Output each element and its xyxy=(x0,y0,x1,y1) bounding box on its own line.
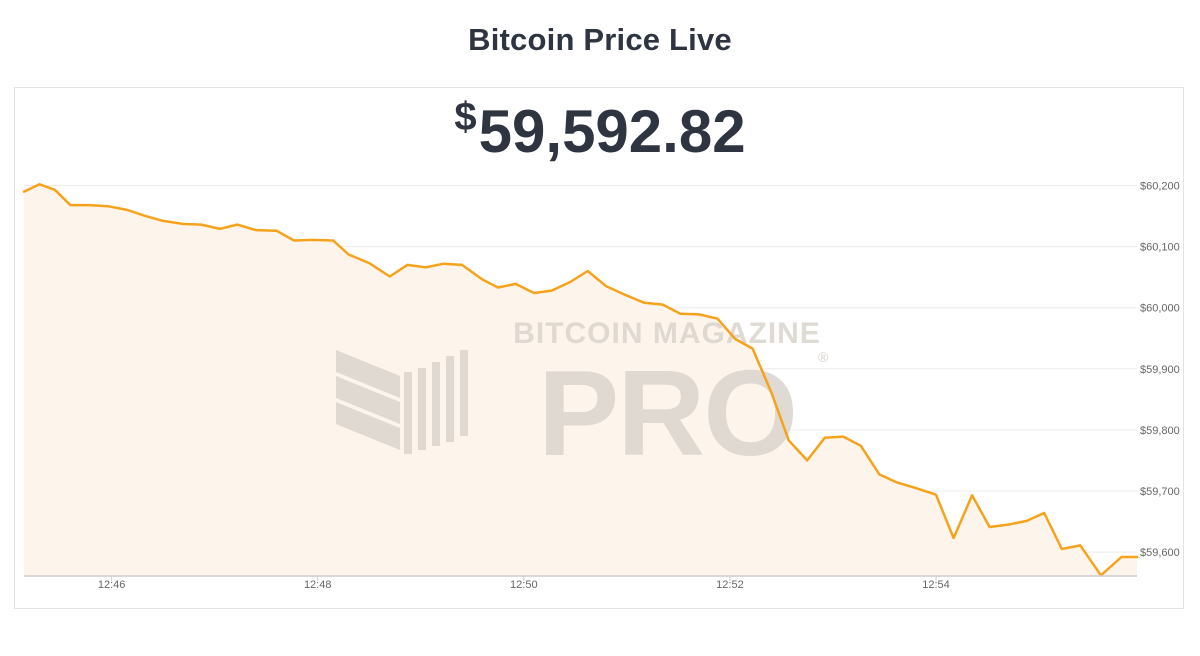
price-value: 59,592.82 xyxy=(478,98,746,165)
x-tick-label: 12:50 xyxy=(510,579,538,591)
page-title: Bitcoin Price Live xyxy=(468,22,732,57)
current-price: $59,592.82 xyxy=(0,95,1200,166)
y-tick-label: $59,600 xyxy=(1140,547,1180,559)
y-tick-label: $59,800 xyxy=(1140,425,1180,437)
watermark-logo-icon xyxy=(336,350,468,454)
y-tick-label: $59,900 xyxy=(1140,364,1180,376)
y-tick-label: $60,000 xyxy=(1140,303,1180,315)
currency-symbol: $ xyxy=(454,95,477,139)
y-tick-label: $59,700 xyxy=(1140,486,1180,498)
x-tick-label: 12:46 xyxy=(98,579,126,591)
watermark-line1: BITCOIN MAGAZINE xyxy=(513,317,821,350)
price-line[interactable] xyxy=(22,183,1139,577)
watermark-registered-mark: ® xyxy=(818,349,829,365)
watermark-line2: PRO xyxy=(538,345,796,481)
x-axis: 12:46 12:48 12:50 12:52 12:54 xyxy=(98,576,950,591)
x-tick-label: 12:52 xyxy=(716,579,744,591)
bitcoin-magazine-pro-watermark: BITCOIN MAGAZINE PRO ® xyxy=(336,317,829,481)
y-tick-label: $60,200 xyxy=(1140,181,1180,193)
y-tick-label: $60,100 xyxy=(1140,242,1180,254)
x-tick-label: 12:54 xyxy=(922,579,950,591)
y-axis: $60,200 $60,100 $60,000 $59,900 $59,800 $59,7… xyxy=(1140,181,1180,560)
price-area-fill xyxy=(24,184,1137,577)
x-tick-label: 12:48 xyxy=(304,579,332,591)
